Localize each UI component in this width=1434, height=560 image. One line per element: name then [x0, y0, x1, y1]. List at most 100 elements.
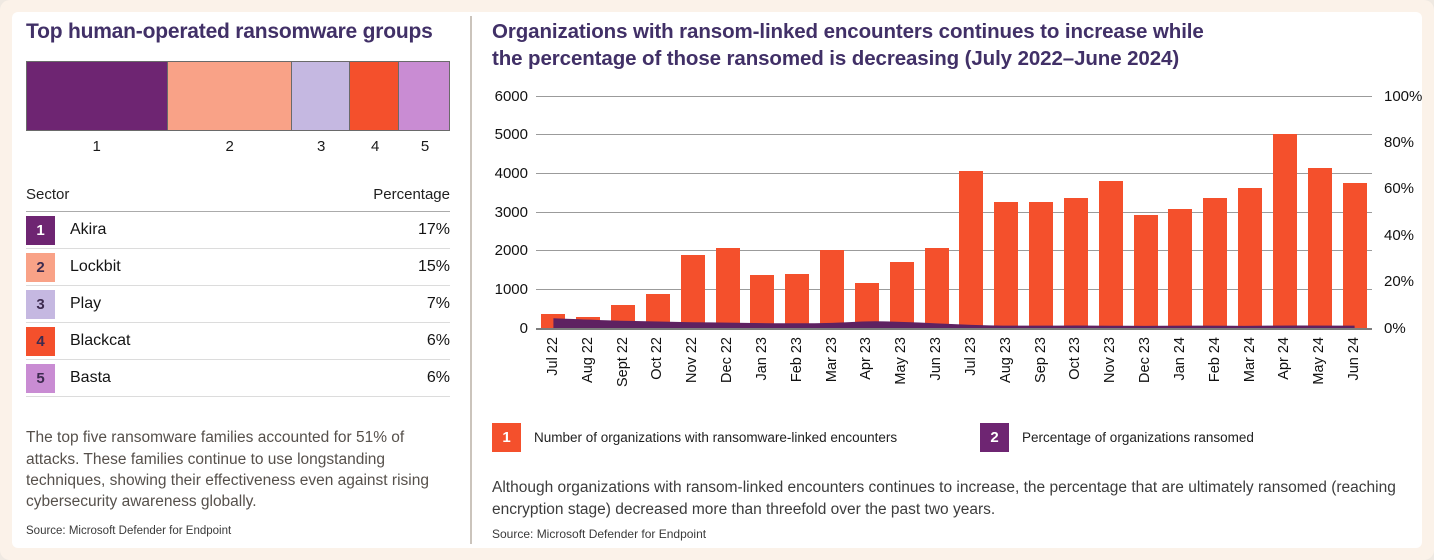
grid-line: [536, 172, 1372, 174]
right-panel-title-line2: the percentage of those ransomed is decr…: [492, 47, 1180, 70]
segment-label: 4: [370, 138, 380, 156]
bar-oct-23: [1063, 198, 1088, 328]
ransomware-table: Sector Percentage 1 Akira 17% 2 Lockbit 15% 3 P…: [26, 182, 450, 398]
table-row: 5 Basta 6%: [26, 360, 450, 398]
encounters-chart-panel: Organizations with ransom-linked encount…: [492, 18, 1423, 542]
table-row: 4 Blackcat 6%: [26, 323, 450, 361]
legend-label: Number of organizations with ransomware-…: [534, 430, 898, 445]
table-body: 1 Akira 17% 2 Lockbit 15% 3 Play 7% 4 Blackcat 6% 5 B…: [26, 212, 450, 398]
left-panel-note: The top five ransomware families account…: [26, 429, 429, 511]
bar-sep-23: [1029, 201, 1054, 328]
x-axis-label: Aug 22: [579, 337, 596, 383]
segment-basta: [399, 62, 449, 131]
x-axis-label: Jan 24: [1171, 337, 1188, 381]
row-percentage: 6%: [426, 369, 450, 387]
x-axis-label: Mar 23: [823, 337, 840, 383]
segment-play: [291, 62, 350, 131]
left-panel-title: Top human-operated ransomware groups: [26, 20, 433, 43]
x-axis-label: Feb 23: [788, 337, 805, 383]
grid-line: [536, 95, 1372, 97]
legend-label: Percentage of organizations ransomed: [1022, 430, 1254, 445]
y-axis-label-left: 1000: [494, 280, 528, 298]
chart-legend: 1 Number of organizations with ransomware…: [492, 423, 1420, 453]
x-axis-label: Jun 24: [1346, 337, 1363, 381]
segment-akira: [27, 62, 168, 131]
right-panel-source: Source: Microsoft Defender for Endpoint: [492, 527, 707, 542]
ransomware-groups-panel: Top human-operated ransomware groups 1 2 3…: [26, 18, 450, 537]
x-axis-label: Mar 24: [1241, 337, 1258, 383]
x-axis-label: Jul 23: [962, 337, 979, 376]
row-name: Blackcat: [70, 332, 131, 350]
bar-jan-24: [1168, 208, 1193, 328]
y-axis-label-right: 40%: [1384, 226, 1415, 244]
bar-jun-23: [924, 248, 949, 328]
row-name: Lockbit: [70, 258, 121, 276]
rank-badge: 5: [26, 363, 55, 393]
segment-label: 1: [92, 138, 101, 156]
segment-label: 5: [420, 138, 430, 156]
bar-nov-23: [1098, 181, 1123, 328]
chart-caption: Although organizations with ransom-linke…: [492, 479, 1396, 518]
row-percentage: 7%: [426, 295, 450, 313]
legend-item-2: 2 Percentage of organizations ransomed: [980, 423, 1254, 452]
x-axis-label: May 24: [1311, 337, 1328, 385]
x-axis-label: Aug 23: [997, 337, 1014, 383]
bar-feb-24: [1203, 197, 1228, 328]
bar-jun-24: [1342, 182, 1367, 328]
row-percentage: 17%: [417, 221, 450, 239]
combo-chart: 6000 5000 4000 3000 2000 1000 0 100% 80% 60% 40% 20…: [495, 89, 1423, 388]
grid-line: [536, 211, 1372, 213]
bar-dec-23: [1133, 215, 1158, 328]
y-axis-label-left: 4000: [494, 164, 528, 182]
y-axis-label-right: 20%: [1384, 273, 1415, 291]
stacked-bar-chart: [26, 61, 450, 132]
column-header-percentage: Percentage: [373, 186, 450, 204]
x-axis-label: Dec 22: [719, 337, 736, 383]
bar-apr-23: [854, 282, 879, 328]
panel-divider: [470, 16, 472, 544]
x-axis-label: Jun 23: [928, 337, 945, 381]
table-row: 1 Akira 17%: [26, 212, 450, 250]
rank-badge: 3: [26, 289, 55, 319]
rank-badge: 4: [26, 326, 55, 356]
table-header: Sector Percentage: [26, 182, 450, 213]
rank-badge: 2: [26, 252, 55, 282]
row-percentage: 6%: [426, 332, 450, 350]
segment-label: 2: [225, 138, 234, 156]
x-axis-label: Nov 22: [684, 337, 701, 383]
rank-badge: 1: [26, 215, 55, 245]
bar-dec-22: [715, 248, 740, 328]
x-axis-label: Nov 23: [1102, 337, 1119, 383]
legend-badge-1: 1: [492, 423, 521, 452]
x-axis-label: May 23: [893, 337, 910, 385]
bar-mar-23: [820, 250, 845, 328]
y-axis-label-left: 0: [519, 319, 528, 337]
bar-apr-24: [1272, 133, 1297, 328]
bar-aug-23: [994, 201, 1019, 328]
x-axis-label: Sept 22: [614, 337, 631, 387]
segment-label: 3: [316, 138, 326, 156]
x-axis-label: Jan 23: [753, 337, 770, 381]
x-axis-label: Sep 23: [1032, 337, 1049, 383]
grid-line: [536, 250, 1372, 252]
bar-mar-24: [1238, 188, 1263, 328]
stacked-bar-labels: 1 2 3 4 5: [26, 138, 450, 160]
right-panel-title: Organizations with ransom-linked encount…: [492, 18, 1420, 72]
x-axis-label: Apr 24: [1276, 337, 1293, 380]
y-axis-label-left: 2000: [494, 242, 528, 260]
bar-may-24: [1307, 167, 1332, 328]
x-axis-label: Feb 24: [1206, 337, 1223, 383]
x-axis-label: Oct 22: [649, 337, 666, 380]
table-row: 3 Play 7%: [26, 286, 450, 324]
bar-feb-23: [785, 274, 810, 328]
right-panel-title-line1: Organizations with ransom-linked encount…: [492, 20, 1204, 43]
y-axis-label-right: 60%: [1384, 180, 1415, 198]
row-name: Akira: [70, 221, 107, 239]
x-axis-label: Jul 22: [544, 337, 561, 376]
x-axis-label: Apr 23: [858, 337, 875, 380]
legend-item-1: 1 Number of organizations with ransomware…: [492, 423, 897, 452]
bar-jul-23: [959, 171, 984, 328]
bar-nov-22: [680, 254, 705, 328]
left-panel-source: Source: Microsoft Defender for Endpoint: [26, 524, 232, 537]
